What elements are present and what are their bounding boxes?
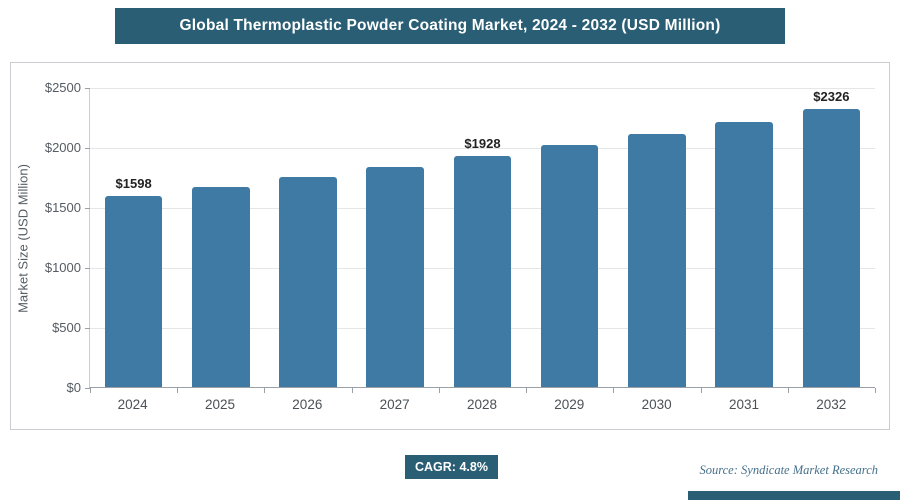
bar-value-2024: $1598: [115, 175, 152, 191]
x-tick-1: [177, 388, 179, 393]
x-label-2032: 2032: [816, 397, 847, 412]
bar-2029: [540, 145, 599, 387]
bar-column-2024: $1598: [90, 88, 177, 387]
x-tick-9: [875, 388, 876, 393]
y-tick-label-1000: $1000: [44, 260, 81, 275]
x-axis-labels: 2024 2025 2026 2027 2028 2029 2030 2031 2032: [89, 397, 875, 412]
x-tick-5: [526, 388, 528, 393]
bar-2031: [715, 121, 773, 387]
bar-2032: [802, 108, 861, 387]
bar-2028: [453, 156, 512, 387]
x-label-2025: 2025: [204, 397, 236, 412]
x-label-2030: 2030: [641, 397, 672, 412]
x-tick-4: [438, 388, 440, 393]
y-tick-1000: [85, 268, 90, 269]
cagr-badge: CAGR: 4.8%: [405, 455, 498, 479]
x-label-2026: 2026: [292, 397, 323, 412]
y-tick-500: [85, 328, 90, 329]
plot-area: $1598 $1928 $2326: [85, 88, 876, 393]
bar-column-2026: [264, 88, 351, 387]
x-label-2024: 2024: [117, 397, 148, 412]
bar-column-2028: $1928: [439, 88, 526, 387]
bar-column-2031: [701, 88, 788, 387]
x-tick-8: [787, 388, 789, 393]
y-tick-1500: [85, 208, 90, 209]
y-tick-label-0: $0: [66, 380, 81, 395]
y-tick-label-1500: $1500: [44, 200, 81, 215]
y-tick-2500: [85, 88, 90, 89]
source-text: Source: Syndicate Market Research: [699, 463, 878, 477]
bar-column-2029: [526, 88, 613, 387]
gridline-2500: [90, 88, 875, 89]
x-tick-0: [90, 388, 91, 393]
bar-2025: [192, 186, 250, 387]
bar-2026: [279, 177, 337, 387]
bar-column-2032: $2326: [788, 88, 875, 387]
x-tick-6: [613, 388, 615, 393]
x-label-2029: 2029: [554, 397, 585, 412]
bar-column-2025: [177, 88, 264, 387]
y-tick-label-500: $500: [52, 320, 81, 335]
bar-2024: [104, 195, 163, 387]
y-tick-0: [85, 388, 90, 389]
bar-2027: [366, 166, 425, 387]
x-label-2031: 2031: [728, 397, 759, 412]
corner-accent-strip: [688, 491, 900, 500]
x-tick-7: [700, 388, 702, 393]
bar-value-2032: $2326: [813, 88, 850, 104]
y-tick-2000: [85, 148, 90, 149]
y-tick-label-2000: $2000: [44, 140, 81, 155]
bar-value-2028: $1928: [464, 136, 501, 152]
bars-container: $1598 $1928 $2326: [90, 88, 875, 387]
y-tick-label-2500: $2500: [44, 80, 81, 95]
gridline-2000: [90, 148, 875, 149]
x-label-2028: 2028: [466, 397, 497, 412]
chart-card: Market Size (USD Million) $1598 $1928 $232…: [10, 62, 890, 430]
bar-2030: [628, 133, 686, 387]
chart-title: Global Thermoplastic Powder Coating Mark…: [179, 17, 721, 34]
bar-column-2030: [613, 88, 700, 387]
x-tick-3: [351, 388, 353, 393]
x-label-2027: 2027: [379, 397, 410, 412]
x-tick-2: [264, 388, 266, 393]
bar-column-2027: [352, 88, 439, 387]
chart-title-banner: Global Thermoplastic Powder Coating Mark…: [115, 8, 785, 44]
